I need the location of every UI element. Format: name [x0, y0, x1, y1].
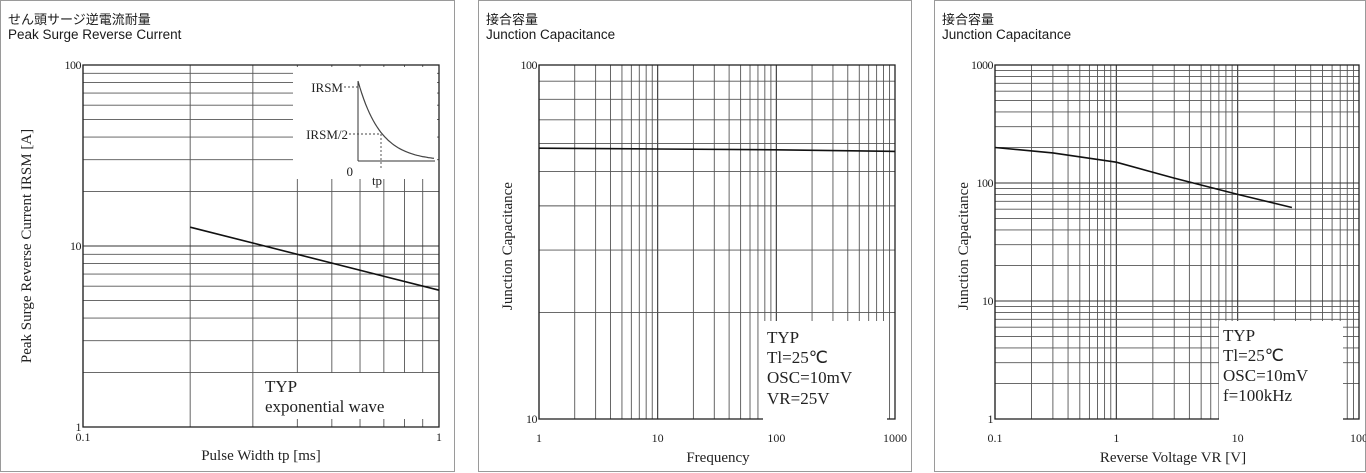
series-line-1 — [538, 147, 896, 153]
inset-decay-curve — [357, 80, 435, 159]
annotation-line: TYP — [767, 328, 799, 347]
y-tick-label: 1 — [988, 412, 994, 426]
x-tick-label: 1000 — [883, 431, 907, 445]
x-tick-label: 100 — [1350, 431, 1366, 445]
y-axis-label: Junction Capacitance — [956, 182, 972, 310]
chart-1-title-jp: せん頭サージ逆電流耐量 — [8, 13, 151, 28]
x-axis-label: Pulse Width tp [ms] — [201, 448, 321, 464]
inset-label: IRSM/2 — [306, 127, 348, 142]
x-axis-label: Frequency — [686, 450, 750, 466]
annotation-box — [1219, 321, 1343, 421]
x-tick-label: 1 — [436, 430, 442, 444]
plot-frame — [538, 64, 896, 420]
annotation-line: OSC=10mV — [1223, 366, 1309, 385]
chart-3-plot: 0.1 1 10 100 1 10 100 1000 Reverse Voltage VR [V… — [956, 58, 1366, 466]
annotation-line: TYP — [1223, 326, 1255, 345]
inset-label: IRSM — [311, 80, 343, 95]
annotation-line: exponential wave — [265, 397, 384, 416]
y-tick-label: 1 — [76, 420, 82, 434]
plot-frame — [82, 64, 440, 428]
y-tick-label: 100 — [521, 58, 538, 72]
x-tick-label: 0.1 — [988, 431, 1003, 445]
annotation-line: Tl=25℃ — [767, 348, 828, 367]
y-tick-label: 100 — [65, 58, 82, 72]
chart-3-title-jp: 接合容量 — [942, 13, 995, 28]
y-axis-label: Junction Capacitance — [500, 182, 516, 310]
chart-3-title: Junction Capacitance — [942, 27, 1072, 42]
series-line-1 — [994, 146, 1293, 209]
inset-label: tp — [372, 173, 382, 188]
chart-panel-2: 接合容量 Junction Capacitance 1 10 100 1000 10 10… — [478, 0, 912, 472]
x-tick-label: 100 — [767, 431, 785, 445]
series-line-1 — [190, 226, 440, 291]
x-tick-label: 1 — [536, 431, 542, 445]
chart-2-title-jp: 接合容量 — [486, 13, 539, 28]
chart-2-title: Junction Capacitance — [486, 27, 616, 42]
y-tick-label: 10 — [982, 294, 994, 308]
x-tick-label: 0.1 — [76, 430, 91, 444]
x-axis-label: Reverse Voltage VR [V] — [1100, 450, 1246, 466]
y-tick-label: 1000 — [971, 58, 994, 72]
chart-2-plot: 1 10 100 1000 10 100 Frequency Junction Capacit… — [500, 58, 907, 466]
annotation-box — [763, 321, 887, 421]
y-tick-label: 10 — [526, 412, 538, 426]
annotation-line: OSC=10mV — [767, 368, 853, 387]
y-tick-label: 100 — [977, 176, 994, 190]
y-tick-label: 10 — [70, 239, 82, 253]
annotation-line: TYP — [265, 377, 297, 396]
annotation-box — [255, 373, 431, 419]
x-tick-label: 10 — [1232, 431, 1244, 445]
inset-bg — [293, 67, 437, 179]
annotation-line: VR=25V — [767, 389, 830, 408]
chart-panel-1: せん頭サージ逆電流耐量 Peak Surge Reverse Current 0… — [0, 0, 455, 472]
chart-1-title: Peak Surge Reverse Current — [8, 27, 182, 42]
annotation-line: f=100kHz — [1223, 386, 1293, 405]
x-tick-label: 10 — [652, 431, 664, 445]
annotation-line: Tl=25℃ — [1223, 346, 1284, 365]
inset-label: 0 — [347, 164, 354, 179]
plot-frame — [994, 64, 1360, 420]
x-tick-label: 1 — [1113, 431, 1119, 445]
chart-panel-3: 接合容量 Junction Capacitance 0.1 1 10 100 1 10 10… — [934, 0, 1366, 472]
y-axis-label: Peak Surge Reverse Current IRSM [A] — [19, 129, 35, 363]
